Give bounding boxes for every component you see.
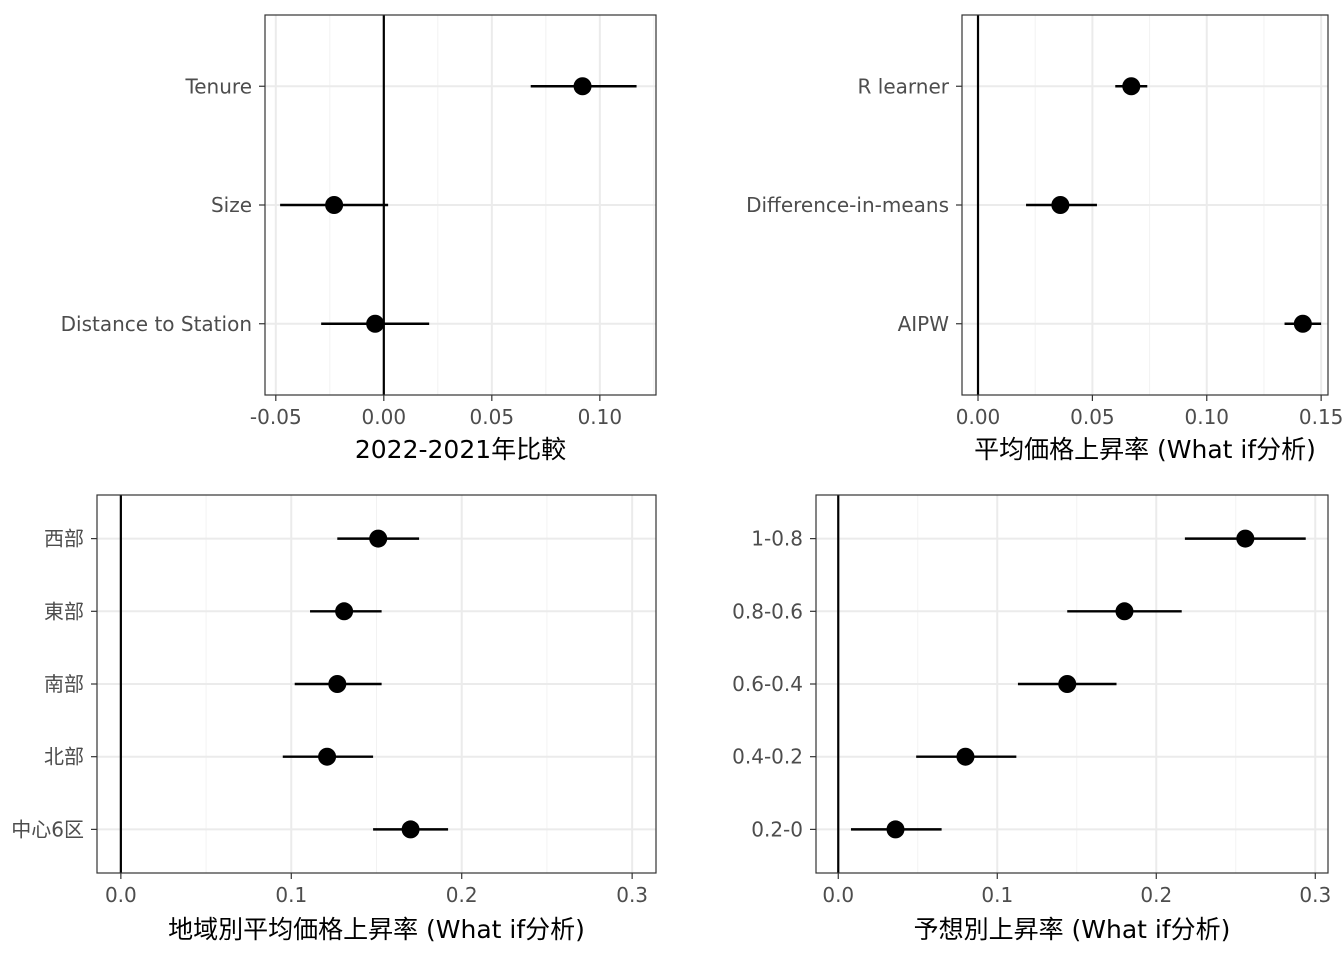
data-point [956, 747, 975, 766]
data-point [335, 602, 354, 621]
x-tick-label: 0.00 [362, 405, 407, 429]
panel-forecast-price-increase: 1-0.8 0.8-0.6 0.6-0.4 0.4-0.2 0.2-0 0.0 0.1 0.2… [732, 494, 1331, 944]
x-tick-label: 0.3 [1299, 883, 1331, 907]
y-tick-label: AIPW [898, 312, 950, 336]
x-tick-label: 0.05 [470, 405, 515, 429]
y-tick-label: 0.2-0 [751, 817, 803, 841]
y-tick-label: Distance to Station [61, 312, 252, 336]
data-point [1236, 529, 1255, 548]
data-point [1293, 314, 1312, 333]
data-point [401, 820, 420, 839]
y-tick-label: 中心6区 [11, 817, 84, 841]
data-point [328, 675, 347, 693]
y-tick-label: 東部 [44, 599, 84, 623]
y-tick-label: 南部 [44, 672, 84, 696]
data-point [318, 747, 337, 766]
x-tick-label: 0.05 [1070, 405, 1115, 429]
y-tick-label: 北部 [44, 745, 84, 769]
y-tick-label: Tenure [184, 74, 252, 98]
data-point [1058, 675, 1077, 693]
data-point [366, 314, 385, 333]
x-tick-label: 0.2 [1140, 883, 1172, 907]
y-tick-label: R learner [858, 74, 950, 98]
y-tick-label: 西部 [44, 527, 84, 551]
y-tick-label: 0.8-0.6 [732, 599, 803, 623]
x-tick-label: 0.1 [981, 883, 1013, 907]
data-point [325, 196, 344, 214]
data-point [1051, 196, 1070, 214]
x-tick-label: 0.2 [446, 883, 478, 907]
x-axis-title: 平均価格上昇率 (What if分析) [974, 435, 1316, 464]
y-tick-label: Size [211, 193, 252, 217]
y-tick-label: Difference-in-means [746, 193, 949, 217]
x-tick-label: 0.1 [275, 883, 307, 907]
panel-average-price-increase: R learner Difference-in-means AIPW 0.00 0.05… [746, 14, 1344, 464]
x-tick-label: 0.3 [616, 883, 648, 907]
data-point [886, 820, 905, 839]
x-tick-label: -0.05 [250, 405, 302, 429]
y-tick-label: 0.6-0.4 [732, 672, 803, 696]
y-tick-label: 0.4-0.2 [732, 745, 803, 769]
data-point [573, 77, 592, 96]
data-point [1115, 602, 1134, 621]
x-tick-label: 0.0 [822, 883, 854, 907]
x-axis-title: 地域別平均価格上昇率 (What if分析) [168, 915, 585, 944]
x-axis-title: 予想別上昇率 (What if分析) [914, 915, 1231, 944]
y-tick-label: 1-0.8 [751, 527, 803, 551]
x-tick-label: 0.00 [956, 405, 1001, 429]
panel-price-change-factors: Tenure Size Distance to Station -0.05 0.00 0.… [61, 14, 657, 464]
x-tick-label: 0.15 [1299, 405, 1344, 429]
data-point [369, 529, 388, 548]
data-point [1122, 77, 1141, 96]
x-tick-label: 0.0 [105, 883, 137, 907]
x-tick-label: 0.10 [578, 405, 623, 429]
x-tick-label: 0.10 [1184, 405, 1229, 429]
x-axis-title: 2022-2021年比較 [355, 435, 566, 464]
